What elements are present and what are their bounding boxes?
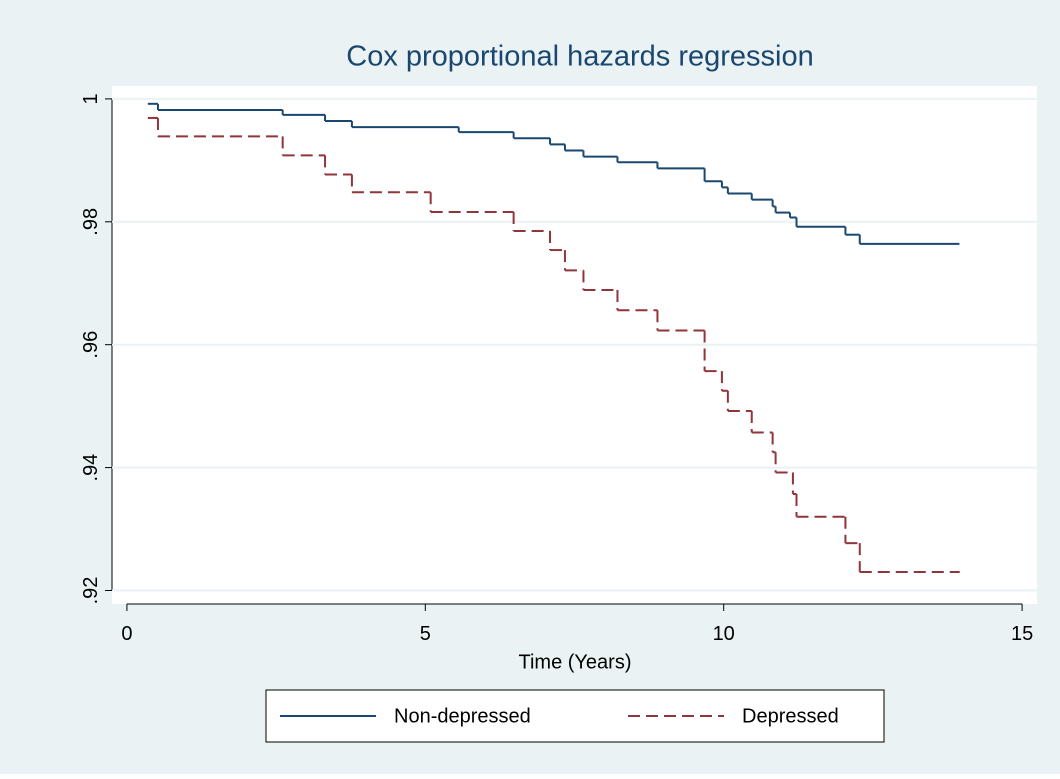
x-axis-title: Time (Years) (519, 651, 632, 673)
x-tick-label: 5 (420, 623, 431, 645)
chart-title: Cox proportional hazards regression (346, 41, 813, 73)
legend-label: Non-depressed (394, 705, 531, 727)
x-tick-label: 10 (713, 623, 735, 645)
y-tick-label: .96 (80, 331, 102, 359)
x-tick-label: 0 (121, 623, 132, 645)
x-tick-label: 15 (1011, 623, 1033, 645)
y-tick-label: .92 (80, 577, 102, 605)
y-tick-label: .98 (80, 208, 102, 236)
legend-label: Depressed (742, 705, 839, 727)
y-tick-label: 1 (80, 93, 102, 104)
y-tick-label: .94 (80, 454, 102, 482)
